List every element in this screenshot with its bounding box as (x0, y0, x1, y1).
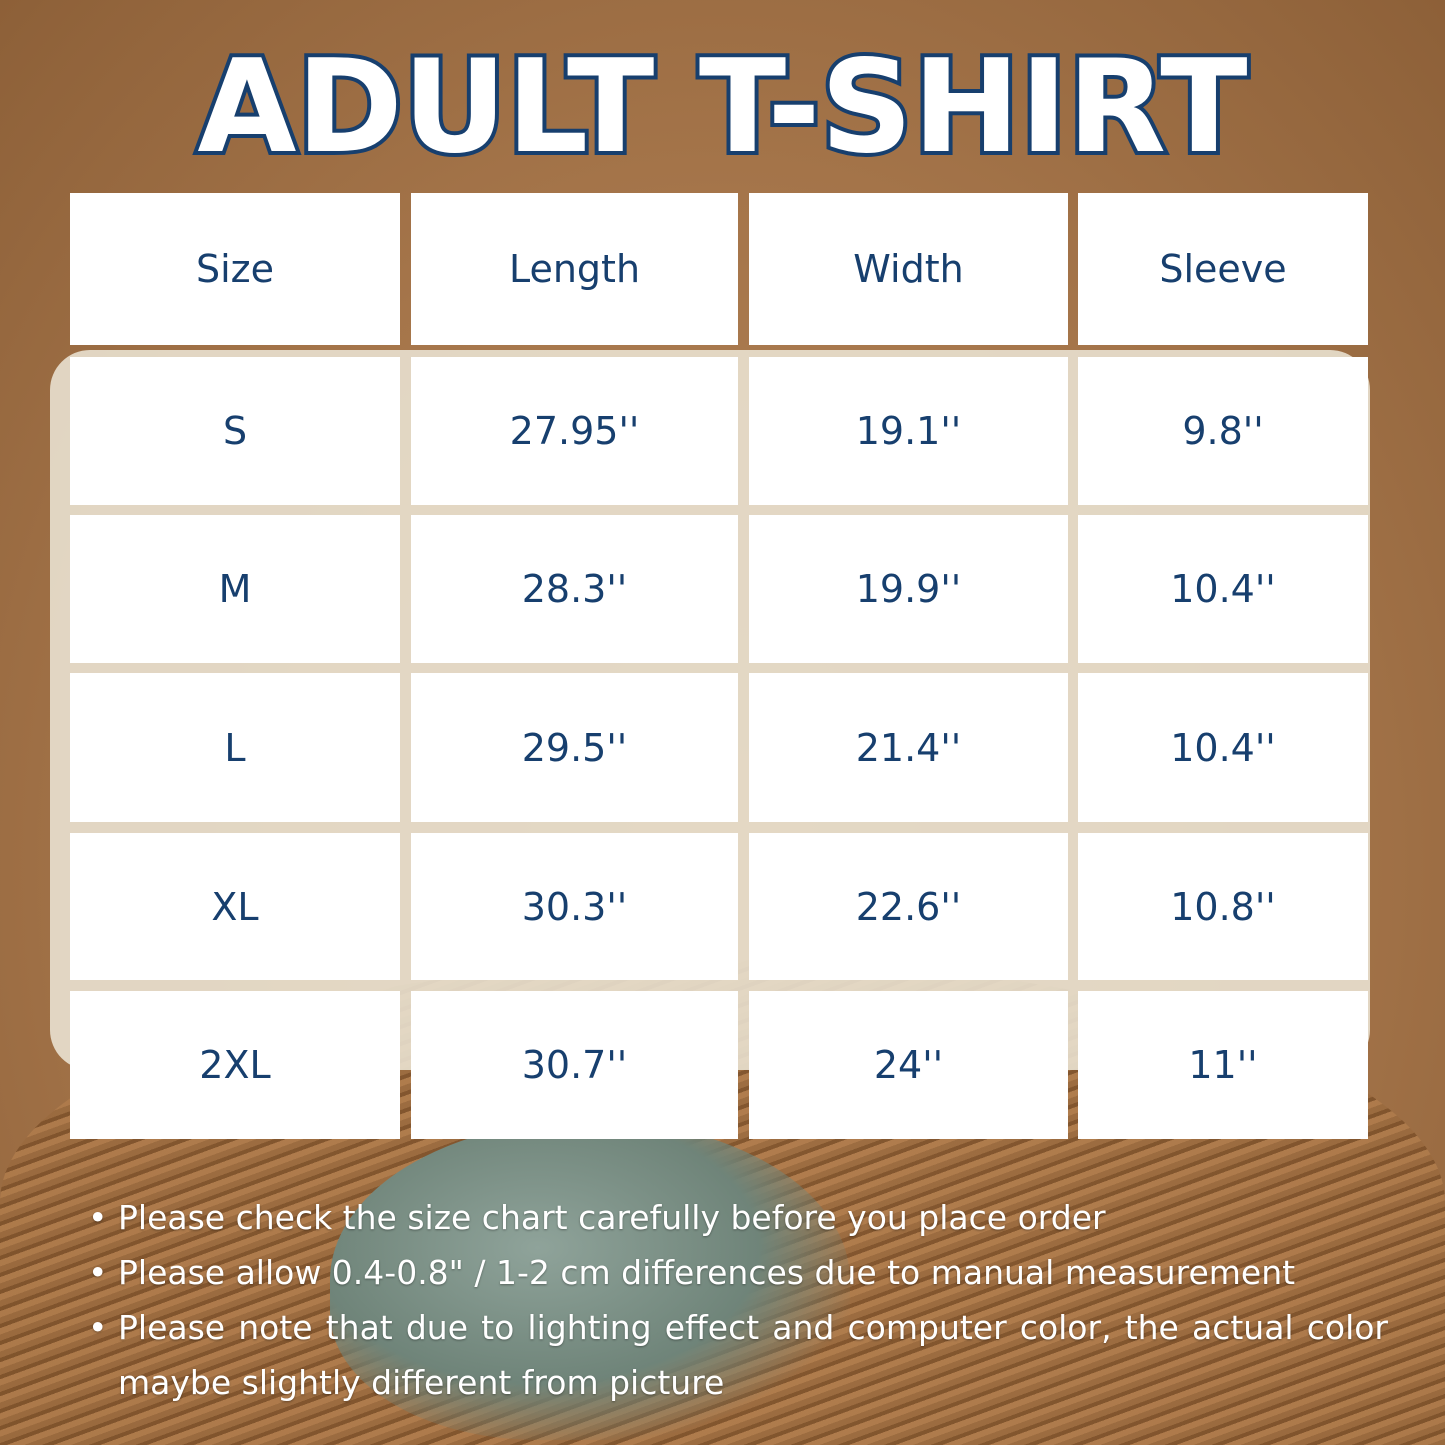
cell-length: 30.3'' (411, 833, 738, 980)
cell-size: L (70, 673, 400, 822)
bullet-icon: • (88, 1253, 108, 1292)
cell-width: 19.9'' (749, 515, 1068, 663)
page-title: ADULT T-SHIRT (193, 29, 1251, 186)
notes-list: • Please check the size chart carefully b… (88, 1190, 1388, 1410)
note-text: Please note that due to lighting effect … (118, 1308, 1388, 1402)
cell-width: 19.1'' (749, 357, 1068, 505)
cell-width: 24'' (749, 991, 1068, 1139)
cell-sleeve: 10.4'' (1078, 515, 1368, 663)
cell-size: 2XL (70, 991, 400, 1139)
cell-sleeve: 9.8'' (1078, 357, 1368, 505)
cell-length: 28.3'' (411, 515, 738, 663)
cell-width: 21.4'' (749, 673, 1068, 822)
eucalyptus-decoration (330, 1120, 850, 1440)
cell-length: 29.5'' (411, 673, 738, 822)
cell-width: 22.6'' (749, 833, 1068, 980)
cell-sleeve: 10.8'' (1078, 833, 1368, 980)
cell-sleeve: 10.4'' (1078, 673, 1368, 822)
bullet-icon: • (88, 1198, 108, 1237)
cell-length: 27.95'' (411, 357, 738, 505)
note-item: • Please check the size chart carefully b… (88, 1190, 1388, 1245)
cell-sleeve: 11'' (1078, 991, 1368, 1139)
note-item: • Please note that due to lighting effect… (88, 1300, 1388, 1410)
note-item: • Please allow 0.4-0.8" / 1-2 cm differen… (88, 1245, 1388, 1300)
header-size: Size (70, 193, 400, 345)
cell-size: S (70, 357, 400, 505)
cell-size: M (70, 515, 400, 663)
header-sleeve: Sleeve (1078, 193, 1368, 345)
note-text: Please check the size chart carefully be… (118, 1198, 1106, 1237)
cell-size: XL (70, 833, 400, 980)
bullet-icon: • (88, 1308, 108, 1347)
cell-length: 30.7'' (411, 991, 738, 1139)
note-text: Please allow 0.4-0.8" / 1-2 cm differenc… (118, 1253, 1296, 1292)
header-width: Width (749, 193, 1068, 345)
header-length: Length (411, 193, 738, 345)
